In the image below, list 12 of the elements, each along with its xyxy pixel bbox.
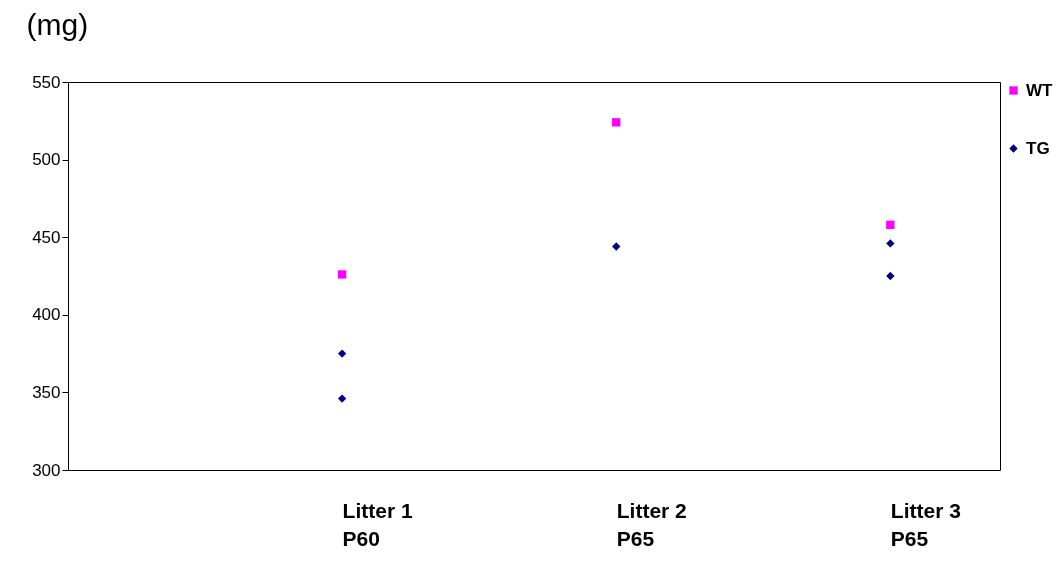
y-tick-label: 350	[32, 382, 61, 402]
y-tick-label: 300	[32, 460, 61, 480]
x-tick-label: Litter 3 P65	[890, 498, 961, 550]
legend-label: WT	[1026, 80, 1054, 100]
x-tick-label: Litter 2 P65	[616, 498, 687, 550]
y-tick-label: 450	[32, 227, 61, 247]
y-tick-label: 500	[32, 150, 61, 170]
y-tick-label: 550	[32, 72, 61, 92]
x-tick-label: Litter 1 P60	[342, 498, 413, 550]
legend-label: TG	[1026, 138, 1050, 158]
y-axis-title: (mg)	[26, 7, 89, 41]
y-tick-label: 400	[32, 305, 61, 325]
